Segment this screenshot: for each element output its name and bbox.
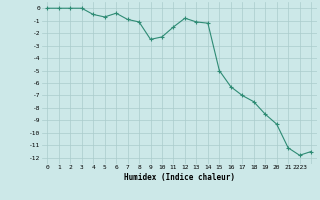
X-axis label: Humidex (Indice chaleur): Humidex (Indice chaleur) [124,173,235,182]
